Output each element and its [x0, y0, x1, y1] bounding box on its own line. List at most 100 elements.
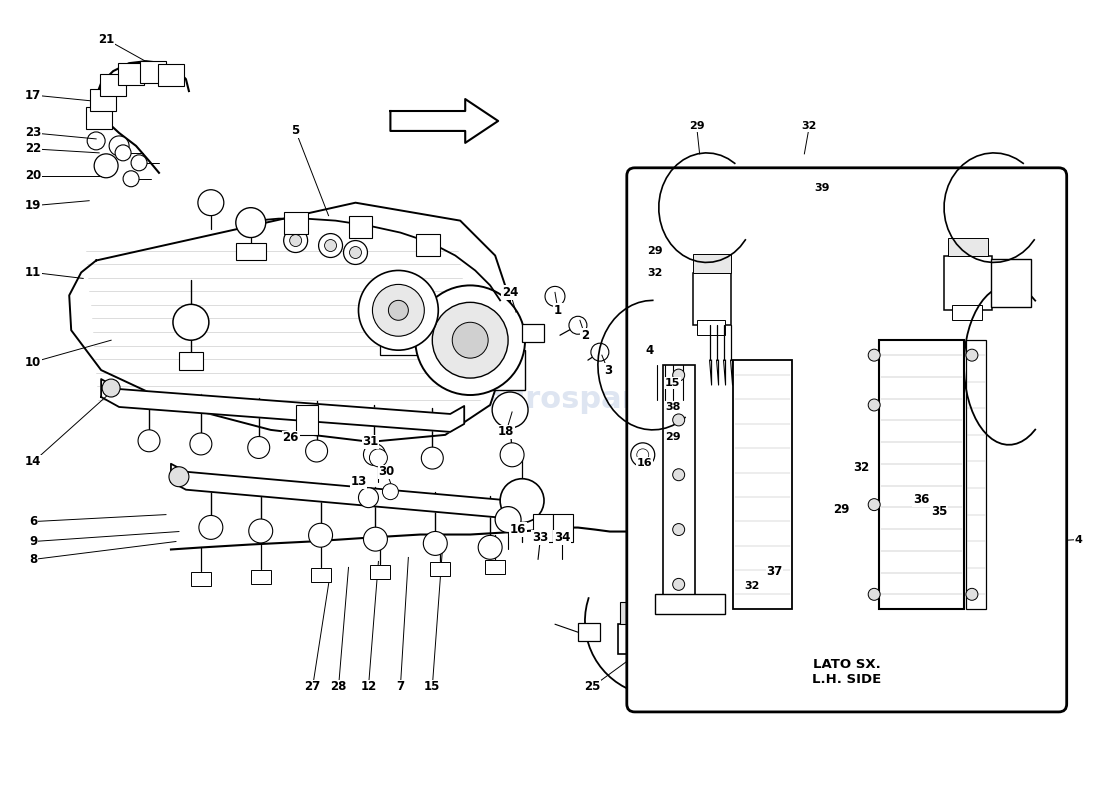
Bar — [696, 320, 725, 335]
Circle shape — [495, 506, 521, 533]
Circle shape — [500, 443, 524, 466]
Polygon shape — [101, 379, 464, 432]
Text: 17: 17 — [25, 89, 42, 102]
Circle shape — [109, 136, 129, 156]
Bar — [894, 474, 920, 514]
Text: 29: 29 — [664, 432, 681, 442]
Bar — [662, 365, 694, 610]
Bar — [839, 470, 857, 624]
Circle shape — [284, 229, 308, 253]
Text: 34: 34 — [553, 531, 570, 544]
Bar — [522, 324, 544, 342]
Polygon shape — [69, 202, 510, 442]
Text: 8: 8 — [30, 553, 37, 566]
Circle shape — [343, 241, 367, 265]
Circle shape — [123, 170, 139, 186]
Text: 9: 9 — [30, 535, 37, 548]
Bar — [867, 474, 892, 514]
FancyBboxPatch shape — [627, 168, 1067, 712]
Circle shape — [350, 246, 362, 258]
Circle shape — [673, 414, 684, 426]
Text: 11: 11 — [25, 266, 42, 279]
Circle shape — [673, 469, 684, 481]
Circle shape — [500, 478, 544, 522]
Text: 12: 12 — [361, 681, 376, 694]
Circle shape — [359, 488, 378, 508]
Text: 32: 32 — [647, 269, 662, 278]
Text: 18: 18 — [498, 426, 515, 438]
Circle shape — [319, 234, 342, 258]
Bar — [739, 444, 771, 492]
Text: 14: 14 — [25, 455, 42, 468]
Text: 21: 21 — [98, 33, 114, 46]
Bar — [90, 89, 117, 111]
Circle shape — [190, 433, 212, 455]
Text: 19: 19 — [25, 199, 42, 212]
Bar — [310, 569, 331, 582]
Bar — [191, 572, 211, 586]
Bar — [727, 505, 812, 624]
Text: 29: 29 — [689, 121, 704, 131]
Text: 5: 5 — [292, 125, 300, 138]
Text: 2: 2 — [581, 329, 589, 342]
Circle shape — [804, 493, 814, 502]
Bar — [430, 562, 450, 576]
Bar — [773, 444, 805, 492]
Bar — [118, 63, 144, 85]
Circle shape — [116, 145, 131, 161]
Text: 3: 3 — [604, 364, 612, 377]
Text: 36: 36 — [913, 493, 930, 506]
Bar — [733, 360, 792, 610]
Circle shape — [324, 239, 337, 251]
Circle shape — [388, 300, 408, 320]
Bar — [235, 242, 266, 261]
Bar — [455, 350, 525, 390]
Text: 28: 28 — [330, 681, 346, 694]
Text: 31: 31 — [362, 435, 378, 448]
Circle shape — [868, 498, 880, 510]
Text: 15: 15 — [666, 378, 681, 388]
Circle shape — [966, 349, 978, 361]
Bar — [944, 255, 992, 310]
Bar — [735, 622, 804, 631]
Bar — [618, 624, 656, 654]
Text: LATO SX.
L.H. SIDE: LATO SX. L.H. SIDE — [812, 658, 881, 686]
Circle shape — [359, 270, 438, 350]
Circle shape — [478, 535, 502, 559]
Text: 1: 1 — [554, 304, 562, 317]
Bar — [807, 462, 837, 514]
Text: 24: 24 — [502, 286, 518, 299]
Text: 29: 29 — [833, 503, 849, 516]
Text: 7: 7 — [396, 681, 405, 694]
Circle shape — [421, 447, 443, 469]
Text: 29: 29 — [647, 246, 662, 255]
Circle shape — [432, 302, 508, 378]
Circle shape — [235, 208, 266, 238]
Text: 4: 4 — [1075, 534, 1082, 545]
Circle shape — [173, 304, 209, 340]
Bar — [86, 107, 112, 129]
Bar — [158, 64, 184, 86]
Bar — [966, 340, 986, 610]
Circle shape — [914, 582, 924, 591]
Text: 38: 38 — [666, 402, 681, 412]
Polygon shape — [170, 464, 516, 518]
Circle shape — [492, 392, 528, 428]
Circle shape — [248, 437, 270, 458]
Text: 32: 32 — [854, 462, 869, 474]
Circle shape — [868, 349, 880, 361]
Text: 10: 10 — [25, 356, 42, 369]
Bar — [553, 514, 573, 542]
Bar — [807, 519, 837, 550]
Circle shape — [249, 519, 273, 543]
Text: 32: 32 — [802, 121, 817, 131]
Text: eurospares: eurospares — [484, 386, 676, 414]
Circle shape — [416, 286, 525, 395]
Bar — [140, 61, 166, 83]
Circle shape — [131, 155, 147, 170]
Circle shape — [833, 554, 843, 563]
Text: 4: 4 — [646, 344, 653, 357]
Circle shape — [138, 430, 160, 452]
Bar — [416, 234, 440, 255]
Bar — [179, 352, 202, 370]
